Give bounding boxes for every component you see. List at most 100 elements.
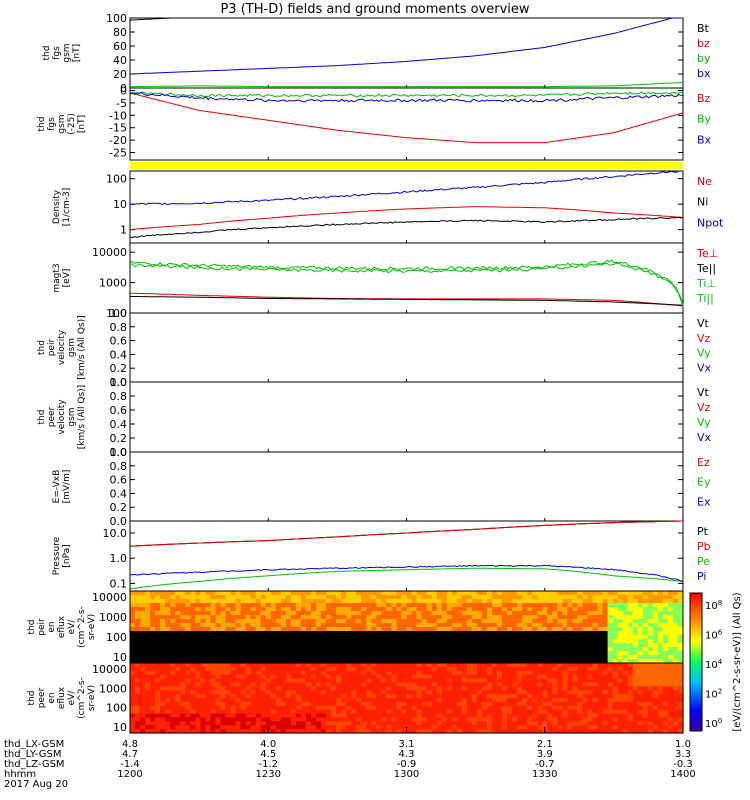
legend-Bt: Bt [697, 22, 710, 35]
y-axis-label: thd [42, 46, 52, 61]
y-tick-label: 10.0 [103, 527, 128, 540]
colorbar-tick-label: 106 [705, 629, 723, 642]
legend-Ni: Ni [697, 196, 708, 209]
y-axis-label: velocity [57, 399, 67, 435]
y-axis-label: peer [47, 406, 57, 427]
y-tick-label: 0.8 [110, 390, 128, 403]
legend-By: By [697, 113, 712, 126]
spectrogram-peir-spec [130, 591, 684, 664]
y-tick-label: 20 [113, 68, 127, 81]
y-axis-label: Pressure [52, 536, 62, 575]
y-tick-label: 100 [106, 307, 127, 320]
y-tick-label: 10 [113, 651, 127, 664]
colorbar [689, 592, 703, 732]
y-axis-label: thd [27, 620, 37, 635]
y-tick-label: 0.8 [110, 321, 128, 334]
legend-Pi: Pi [697, 570, 706, 583]
y-axis-label: gsm [67, 407, 77, 426]
y-axis-label: [nT] [77, 115, 87, 133]
y-axis-label: eV/ [67, 619, 77, 635]
x-axis-value: 4.8 [122, 739, 138, 750]
x-axis-row-label: thd_LZ-GSM [4, 759, 65, 770]
panel-frame-temperature [129, 242, 684, 314]
series-line-Ne [129, 206, 684, 231]
y-axis-label: peir [47, 338, 57, 356]
y-axis-label: fgs [52, 46, 62, 60]
y-tick-label: 1000 [99, 611, 127, 624]
series-line-Pb [129, 520, 683, 547]
y-tick-label: 0.8 [110, 460, 128, 473]
legend-Ti||: Ti|| [696, 292, 714, 305]
x-axis-value: 3.3 [675, 749, 691, 760]
date-label: 2017 Aug 20 [4, 779, 68, 790]
panel-frame-peer-velocity [129, 381, 684, 453]
y-axis-label: [nT] [72, 44, 82, 62]
y-axis-label: peir [37, 618, 47, 636]
x-axis-value: 1.0 [675, 739, 691, 750]
series-line-Ti⊥ [129, 259, 684, 306]
legend-Ey: Ey [697, 476, 711, 489]
y-axis-label: en [47, 692, 57, 703]
y-axis-label: eV/ [67, 690, 77, 706]
y-axis-label: peer [37, 687, 47, 708]
y-axis-label: fgs [47, 117, 57, 131]
y-tick-label: 100 [106, 631, 127, 644]
spectrogram-peer-spec [130, 663, 684, 734]
y-tick-label: 1.0 [110, 552, 128, 565]
colorbar-tick-label: 104 [705, 658, 723, 671]
y-axis-label: gsm [62, 43, 72, 62]
legend-Bz: Bz [697, 92, 711, 105]
x-axis-value: 3.9 [537, 749, 553, 760]
x-axis-value: -0.7 [535, 759, 555, 770]
y-tick-label: 0.0 [110, 446, 128, 459]
y-axis-label: [1/cm-3] [62, 188, 72, 226]
y-tick-label: 80 [113, 26, 127, 39]
series-line-Bt [129, 17, 683, 21]
y-tick-label: 0 [120, 84, 127, 97]
x-axis-value: -1.2 [258, 759, 278, 770]
y-axis-label: [eV] [62, 269, 72, 288]
legend-Vy: Vy [697, 416, 711, 429]
series-line-Te|| [129, 295, 684, 306]
y-tick-label: 1 [120, 224, 127, 237]
y-axis-label: E=-VxB [52, 470, 62, 504]
series-line-Ni [129, 216, 684, 238]
legend-Ne: Ne [697, 175, 712, 188]
y-tick-label: 1.0 [110, 376, 128, 389]
panel-frame-peir-velocity [129, 312, 684, 383]
legend-Vt: Vt [697, 386, 710, 399]
x-axis-value: 3.1 [399, 739, 415, 750]
y-tick-label: 1.0 [110, 446, 128, 459]
y-tick-label: 100 [106, 173, 127, 186]
quality-bar [130, 162, 683, 169]
x-axis-row-label: thd_LX-GSM [4, 739, 64, 750]
colorbar-tick-label: 100 [705, 717, 722, 730]
legend-Vz: Vz [697, 401, 711, 414]
x-axis-value: 1330 [532, 769, 557, 780]
y-axis-label: thd [37, 340, 47, 355]
y-axis-label: sr-eV) [87, 685, 97, 711]
y-tick-label: 1.0 [110, 307, 128, 320]
x-axis-value: 1230 [256, 769, 281, 780]
y-tick-label: 0.2 [110, 501, 128, 514]
x-axis-row-label: thd_LY-GSM [4, 749, 61, 760]
y-tick-label: -20 [109, 134, 127, 147]
x-axis-value: 4.5 [260, 749, 276, 760]
y-tick-label: 100 [106, 702, 127, 715]
y-tick-label: 0.0 [110, 376, 128, 389]
y-tick-label: 0.4 [110, 348, 128, 361]
legend-Pb: Pb [697, 540, 711, 553]
legend-Vx: Vx [697, 431, 712, 444]
y-axis-label: (cm^2-s- [77, 606, 87, 648]
y-axis-label: gsm [67, 338, 77, 357]
panel-frame-density [129, 170, 684, 244]
series-line-Pe [129, 567, 684, 590]
series-line-By [129, 91, 684, 98]
panel-frame-fgs-bt [129, 17, 684, 89]
y-tick-label: 0.4 [110, 418, 128, 431]
x-axis-value: -0.3 [673, 759, 693, 770]
y-axis-label: magt3 [52, 263, 62, 292]
series-line-Npot [129, 170, 683, 206]
legend-Bx: Bx [697, 133, 712, 146]
